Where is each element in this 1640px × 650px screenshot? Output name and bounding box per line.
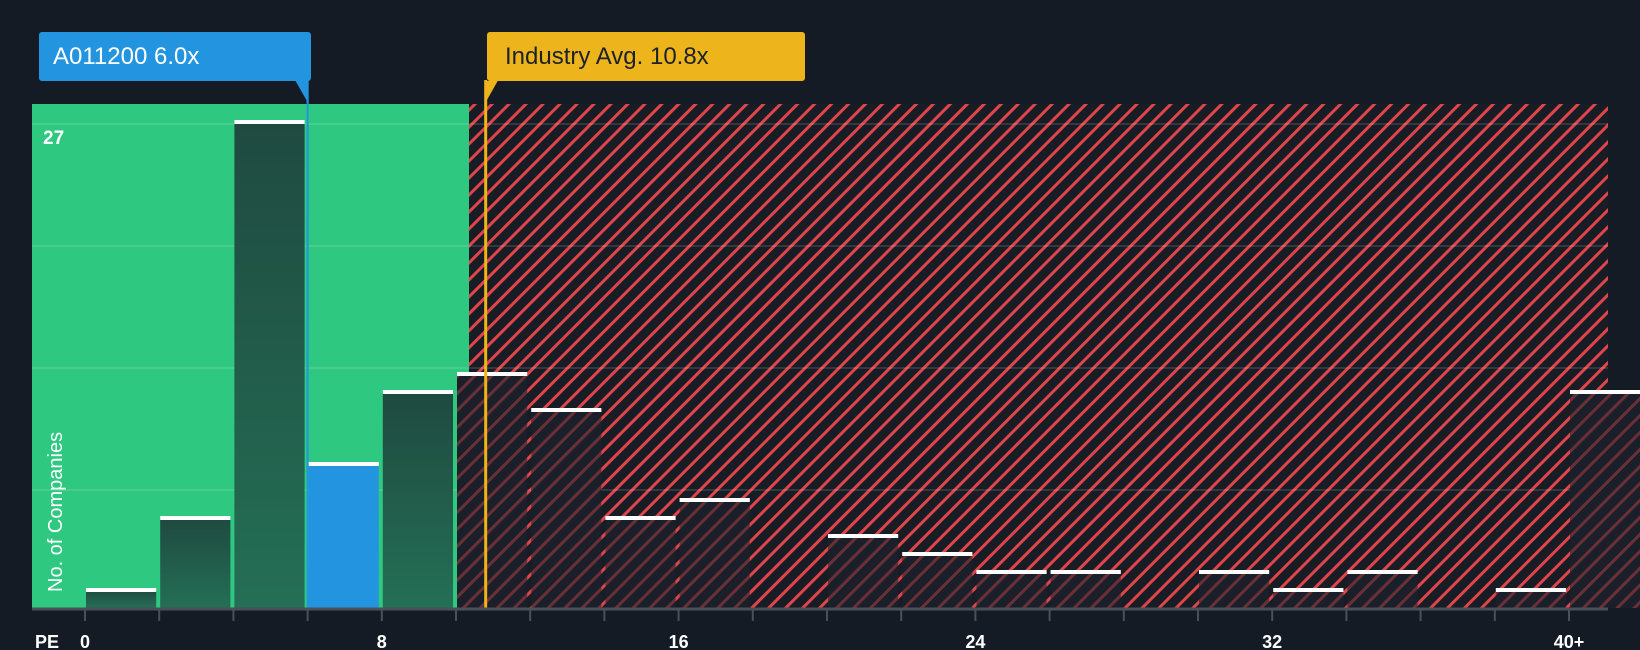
histogram-bar: [1050, 572, 1121, 608]
bar-cap: [86, 588, 157, 592]
histogram-bar: [457, 374, 528, 608]
bar-cap: [160, 516, 231, 520]
histogram-bar: [382, 392, 453, 608]
x-tick-label: 32: [1262, 632, 1282, 650]
bar-cap: [605, 516, 676, 520]
bar-cap: [234, 120, 305, 124]
bar-cap: [1199, 570, 1270, 574]
bar-cap: [1347, 570, 1418, 574]
histogram-bar: [605, 518, 676, 608]
histogram-bar: [902, 554, 973, 608]
bar-cap: [679, 498, 750, 502]
bar-cap: [828, 534, 899, 538]
histogram-bar: [828, 536, 899, 608]
bar-cap: [457, 372, 528, 376]
company-pe-callout: A011200 6.0x: [39, 32, 311, 81]
bar-cap: [531, 408, 602, 412]
company-bar: [308, 464, 379, 608]
histogram-bar: [1199, 572, 1270, 608]
bar-cap: [1273, 588, 1344, 592]
bar-cap: [902, 552, 973, 556]
y-max-label: 27: [43, 128, 64, 149]
histogram-bar: [1570, 392, 1640, 608]
histogram-bar: [1347, 572, 1418, 608]
histogram-bar: [1273, 590, 1344, 608]
x-tick-label: 24: [965, 632, 985, 650]
bar-cap: [976, 570, 1047, 574]
histogram-bar: [86, 590, 157, 608]
bar-cap: [1050, 570, 1121, 574]
histogram-bar: [234, 122, 305, 608]
bar-cap: [382, 390, 453, 394]
company-callout-pointer: [295, 81, 309, 104]
histogram-bar: [679, 500, 750, 608]
industry-callout-pointer: [484, 81, 498, 104]
x-tick-label: 40+: [1554, 632, 1585, 650]
y-axis-label: No. of Companies: [45, 432, 67, 592]
x-tick-label: 0: [80, 632, 90, 650]
bar-cap: [1495, 588, 1566, 592]
bar-cap: [1570, 390, 1640, 394]
bar-cap: [308, 462, 379, 466]
histogram-bar: [160, 518, 231, 608]
x-tick-label: 16: [669, 632, 689, 650]
histogram-bar: [976, 572, 1047, 608]
x-axis-prefix: PE: [35, 632, 59, 650]
x-tick-label: 8: [377, 632, 387, 650]
industry-avg-callout: Industry Avg. 10.8x: [487, 32, 805, 81]
histogram-bar: [1495, 590, 1566, 608]
histogram-bar: [531, 410, 602, 608]
